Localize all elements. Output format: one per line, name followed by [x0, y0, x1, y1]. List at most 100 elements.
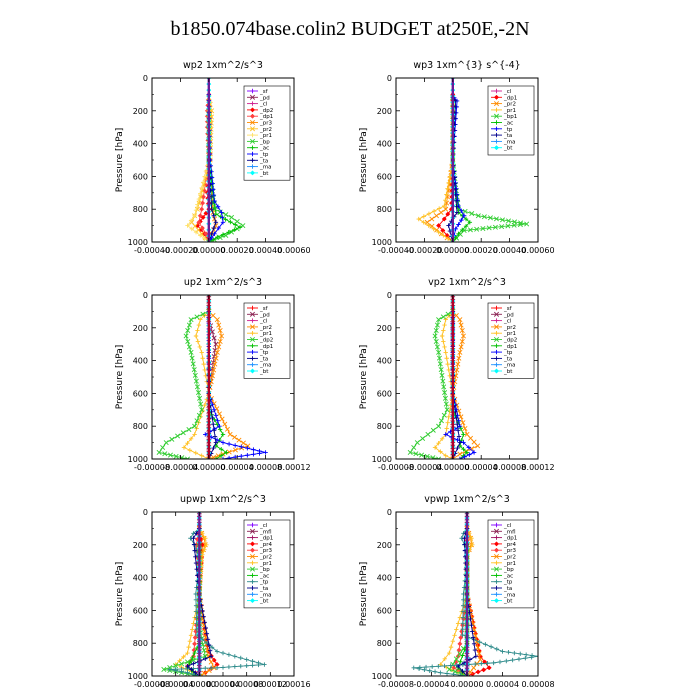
data-point — [472, 647, 478, 653]
data-point — [481, 214, 487, 220]
data-point — [448, 663, 453, 668]
data-point — [232, 447, 238, 453]
data-point — [197, 344, 203, 350]
data-point — [458, 344, 464, 350]
data-point — [459, 328, 465, 334]
chart-title: wp3 1xm^{3} s^{-4} — [413, 60, 520, 71]
data-point — [194, 314, 200, 320]
chart-title: upwp 1xm^2/s^3 — [180, 494, 266, 505]
data-point — [518, 651, 523, 657]
y-axis-label: Pressure [hPa] — [359, 128, 369, 193]
legend-marker — [493, 553, 500, 560]
data-point — [226, 455, 232, 459]
x-tick-label: 0.00040 — [249, 246, 282, 255]
data-point — [411, 665, 416, 670]
legend-item: _tp — [491, 579, 513, 586]
data-point — [445, 186, 450, 191]
data-point — [223, 217, 228, 222]
data-point — [194, 609, 199, 614]
legend-item: _dp1 — [491, 343, 517, 350]
chart-panel-1: wp2 1xm^2/s^3 Pressure [hPa] 0 200 400 600 800… — [115, 60, 311, 255]
legend-item: _pr1 — [247, 331, 272, 337]
y-tick-label: 600 — [377, 172, 392, 181]
data-point — [439, 372, 445, 378]
legend-marker — [249, 324, 256, 330]
data-point — [471, 450, 477, 455]
data-point — [189, 355, 195, 361]
data-point — [206, 456, 212, 459]
data-point — [436, 664, 441, 669]
legend-marker — [249, 547, 256, 553]
legend-marker — [249, 528, 256, 534]
legend-label: _tp — [259, 580, 269, 586]
data-point — [416, 216, 421, 222]
legend-label: _ta — [503, 133, 512, 139]
legend-label: _ma — [503, 363, 515, 369]
data-point — [517, 222, 523, 228]
legend-label: _dp2 — [259, 338, 273, 344]
series-markers-dp2 — [156, 308, 212, 459]
data-point — [456, 231, 461, 236]
legend-marker — [494, 579, 499, 584]
data-point — [191, 367, 197, 373]
legend-marker — [494, 560, 499, 565]
legend-marker — [493, 145, 500, 151]
data-point — [466, 445, 471, 450]
legend-box — [243, 519, 291, 609]
legend-item: _ta — [247, 585, 268, 592]
legend-label: _tp — [259, 350, 269, 356]
legend-box — [487, 519, 535, 609]
data-point — [191, 661, 196, 666]
data-point — [186, 426, 192, 432]
data-point — [204, 631, 210, 636]
x-tick-label: -0.00004 — [158, 680, 194, 689]
data-point — [209, 645, 215, 650]
data-point — [215, 418, 220, 423]
x-tick-label: -0.00004 — [162, 463, 198, 472]
legend-marker — [493, 113, 500, 119]
legend-label: _cl — [503, 89, 512, 95]
data-point — [446, 666, 452, 672]
data-point — [220, 440, 226, 445]
data-point — [510, 657, 515, 663]
legend-label: _cl — [259, 319, 268, 325]
legend-label: _pd — [259, 312, 270, 318]
y-tick-label: 0 — [143, 74, 148, 83]
legend-label: _dp1 — [259, 114, 273, 120]
data-point — [458, 659, 463, 664]
data-point — [238, 655, 243, 661]
legend-item: _sf — [247, 88, 269, 95]
data-point — [192, 423, 198, 429]
data-point — [199, 225, 205, 231]
legend-marker — [250, 356, 255, 361]
legend-label: _tp — [259, 152, 269, 158]
data-point — [499, 224, 505, 230]
data-point — [455, 445, 460, 451]
data-point — [491, 660, 496, 666]
data-point — [456, 647, 462, 653]
data-point — [220, 215, 225, 220]
series-line-ta — [186, 528, 212, 676]
x-tick-label: 0.00060 — [521, 246, 554, 255]
legend-marker — [494, 331, 499, 336]
data-point — [469, 622, 474, 628]
series-group — [407, 295, 481, 459]
data-point — [471, 641, 477, 647]
data-point — [214, 649, 220, 654]
data-point — [217, 338, 223, 344]
data-point — [198, 233, 203, 238]
data-point — [454, 204, 459, 209]
data-point — [516, 656, 522, 662]
data-point — [162, 451, 168, 457]
data-point — [186, 344, 192, 350]
legend-marker — [250, 318, 255, 323]
data-point — [185, 328, 191, 334]
data-point — [212, 198, 217, 204]
data-point — [237, 225, 243, 230]
data-point — [443, 432, 448, 437]
legend-item: _bt — [247, 368, 269, 375]
legend-label: _pr2 — [259, 555, 272, 561]
legend-marker — [494, 522, 499, 528]
data-point — [185, 223, 190, 228]
data-point — [215, 204, 221, 209]
